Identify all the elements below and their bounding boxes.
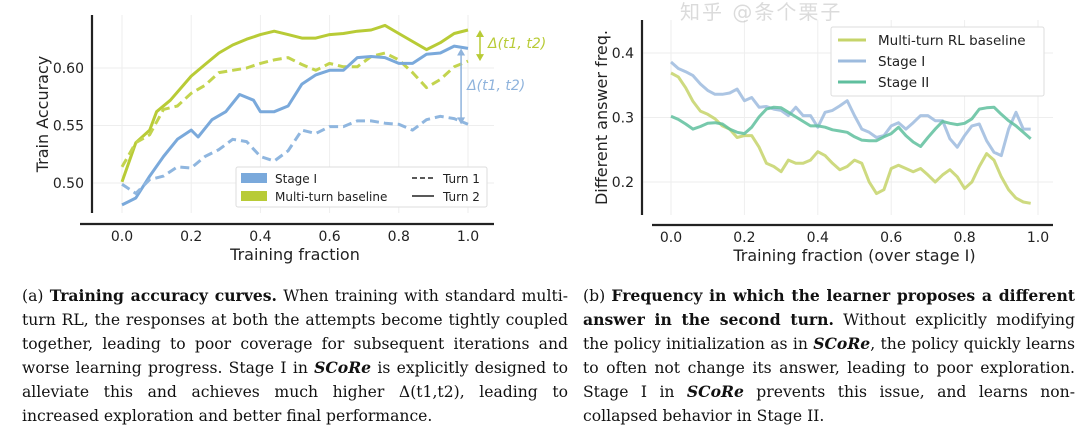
x-tick-label: 0.0	[111, 229, 133, 245]
legend-label: Stage II	[878, 75, 929, 91]
legend-box	[830, 26, 1045, 97]
legend-label: Turn 2	[442, 190, 480, 204]
arrow-head-up-icon	[457, 48, 466, 56]
y-tick-label: 0.55	[53, 119, 84, 135]
legend-label: Multi-turn RL baseline	[878, 33, 1026, 49]
y-tick-label: 0.3	[612, 111, 634, 127]
delta-label: Δ(t1, t2)	[466, 78, 525, 94]
train-accuracy-chart: 0.0 0.2 0.4 0.6 0.8 1.0 0.50 0.55 0.60 Training f…	[33, 15, 546, 264]
x-tick-label: 0.6	[318, 229, 340, 245]
series-line-multi-turn-baseline-turn-2	[120, 23, 469, 183]
y-tick-label: 0.50	[53, 176, 84, 192]
legend-swatch	[241, 173, 267, 183]
y-tick-label: 0.60	[53, 61, 84, 77]
caption-b-label: (b)	[583, 287, 606, 305]
caption-b: (b) Frequency in which the learner propo…	[583, 284, 1075, 428]
y-axis-label: Different answer freq.	[592, 30, 611, 205]
y-tick-label: 0.2	[612, 175, 634, 191]
x-tick-label: 1.0	[1027, 230, 1049, 246]
x-tick-label: 1.0	[457, 229, 479, 245]
legend-label: Multi-turn baseline	[275, 190, 387, 204]
caption-a-text: When training with standard multi-turn R…	[22, 287, 568, 377]
x-tick-label: 0.4	[807, 230, 829, 246]
series-line-multi-turn-baseline-turn-1	[120, 51, 469, 168]
caption-a-title: Training accuracy curves.	[49, 286, 277, 305]
caption-a-text-2: is explicitly designed to alleviate this…	[22, 359, 568, 425]
x-tick-label: 0.8	[953, 230, 975, 246]
watermark: 知乎 @条个栗子	[680, 0, 843, 24]
caption-b-text-3: prevents this issue, and learns non-coll…	[583, 383, 1075, 425]
caption-a: (a) Training accuracy curves. When train…	[22, 284, 568, 428]
y-tick-label: 0.4	[612, 46, 634, 62]
x-axis-label: Training fraction	[229, 245, 360, 264]
legend-label: Stage I	[275, 172, 317, 186]
x-tick-label: 0.4	[249, 229, 271, 245]
y-axis-label: Train Accuracy	[33, 56, 52, 174]
caption-b-text: Without explicitly modifying the policy …	[583, 311, 1075, 353]
caption-a-method: SCoRe	[314, 358, 372, 377]
caption-b-text-2: , the policy quickly learns to often not…	[583, 335, 1076, 401]
legend-swatch	[241, 191, 267, 201]
arrow-head-down-icon	[476, 54, 484, 62]
x-tick-label: 0.0	[660, 230, 682, 246]
arrow-head-down-icon	[457, 117, 466, 125]
x-tick-label: 0.2	[180, 229, 202, 245]
x-axis-label: Training fraction (over stage I)	[732, 246, 975, 265]
series-line-stage-i	[670, 60, 1031, 158]
x-tick-label: 0.8	[388, 229, 410, 245]
caption-a-label: (a)	[22, 287, 44, 305]
arrow-head-up-icon	[476, 30, 484, 38]
series-line-stage-i-turn-1	[121, 114, 469, 195]
x-tick-label: 0.2	[733, 230, 755, 246]
legend-box	[235, 166, 488, 208]
caption-b-title: Frequency in which the learner proposes …	[583, 286, 1075, 329]
legend-label: Stage I	[878, 54, 925, 70]
caption-b-method-2: SCoRe	[686, 382, 744, 401]
delta-label: Δ(t1, t2)	[487, 36, 546, 52]
series-line-stage-i-turn-2	[121, 44, 469, 207]
caption-b-method: SCoRe	[813, 334, 871, 353]
legend-label: Turn 1	[442, 172, 480, 186]
x-tick-label: 0.6	[880, 230, 902, 246]
series-line-stage-ii	[670, 105, 1032, 148]
